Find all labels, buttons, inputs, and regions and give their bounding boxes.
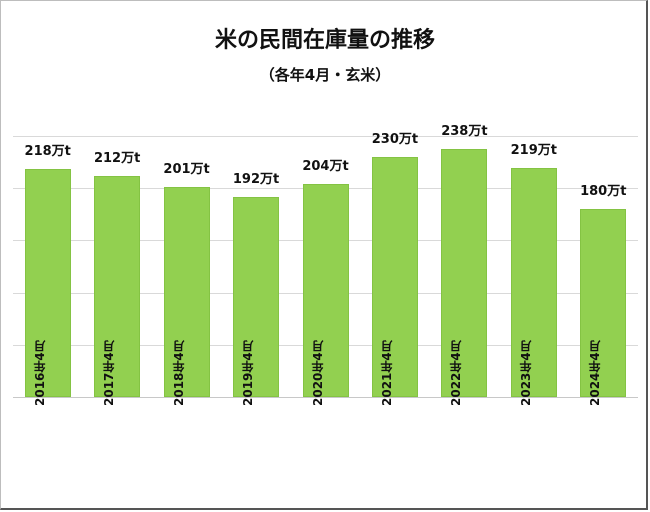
- data-label: 204万t: [302, 159, 349, 175]
- data-label: 230万t: [371, 131, 419, 147]
- bar-2023年4月: [510, 168, 557, 397]
- data-label: 218万t: [24, 144, 71, 160]
- data-label: 212万t: [93, 150, 141, 166]
- chart-subtitle: （各年4月・玄米）: [259, 66, 391, 84]
- data-label: 238万t: [441, 123, 488, 139]
- data-label: 219万t: [510, 143, 557, 159]
- x-axis-line: [13, 397, 638, 398]
- data-label: 201万t: [163, 162, 210, 178]
- x-tick-label: 2021年4月: [379, 340, 394, 406]
- x-tick-label: 2023年4月: [518, 340, 533, 406]
- bar-2019年4月: [233, 196, 280, 397]
- bar-2017年4月: [94, 175, 141, 397]
- x-tick-label: 2024年4月: [588, 340, 603, 406]
- x-tick-label: 2019年4月: [241, 340, 256, 406]
- bar-2020年4月: [302, 184, 349, 397]
- bar-2016年4月: [24, 169, 71, 397]
- bar-2022年4月: [441, 148, 488, 397]
- x-tick-label: 2020年4月: [310, 340, 325, 406]
- x-tick-label: 2018年4月: [171, 340, 186, 406]
- x-tick-label: 2022年4月: [449, 340, 464, 406]
- chart-title: 米の民間在庫量の推移: [214, 28, 435, 53]
- data-label: 180万t: [580, 184, 627, 200]
- plot-area: 218万t 212万t 201万t 192万t 204万t 230万t 238万t 219万t…: [13, 124, 638, 398]
- bar-2021年4月: [371, 156, 418, 397]
- gridline: [13, 136, 638, 137]
- bar-2018年4月: [163, 187, 210, 397]
- data-label: 192万t: [232, 171, 280, 187]
- x-tick-label: 2017年4月: [102, 340, 117, 406]
- x-tick-label: 2016年4月: [32, 340, 47, 406]
- bar-2024年4月: [580, 209, 627, 397]
